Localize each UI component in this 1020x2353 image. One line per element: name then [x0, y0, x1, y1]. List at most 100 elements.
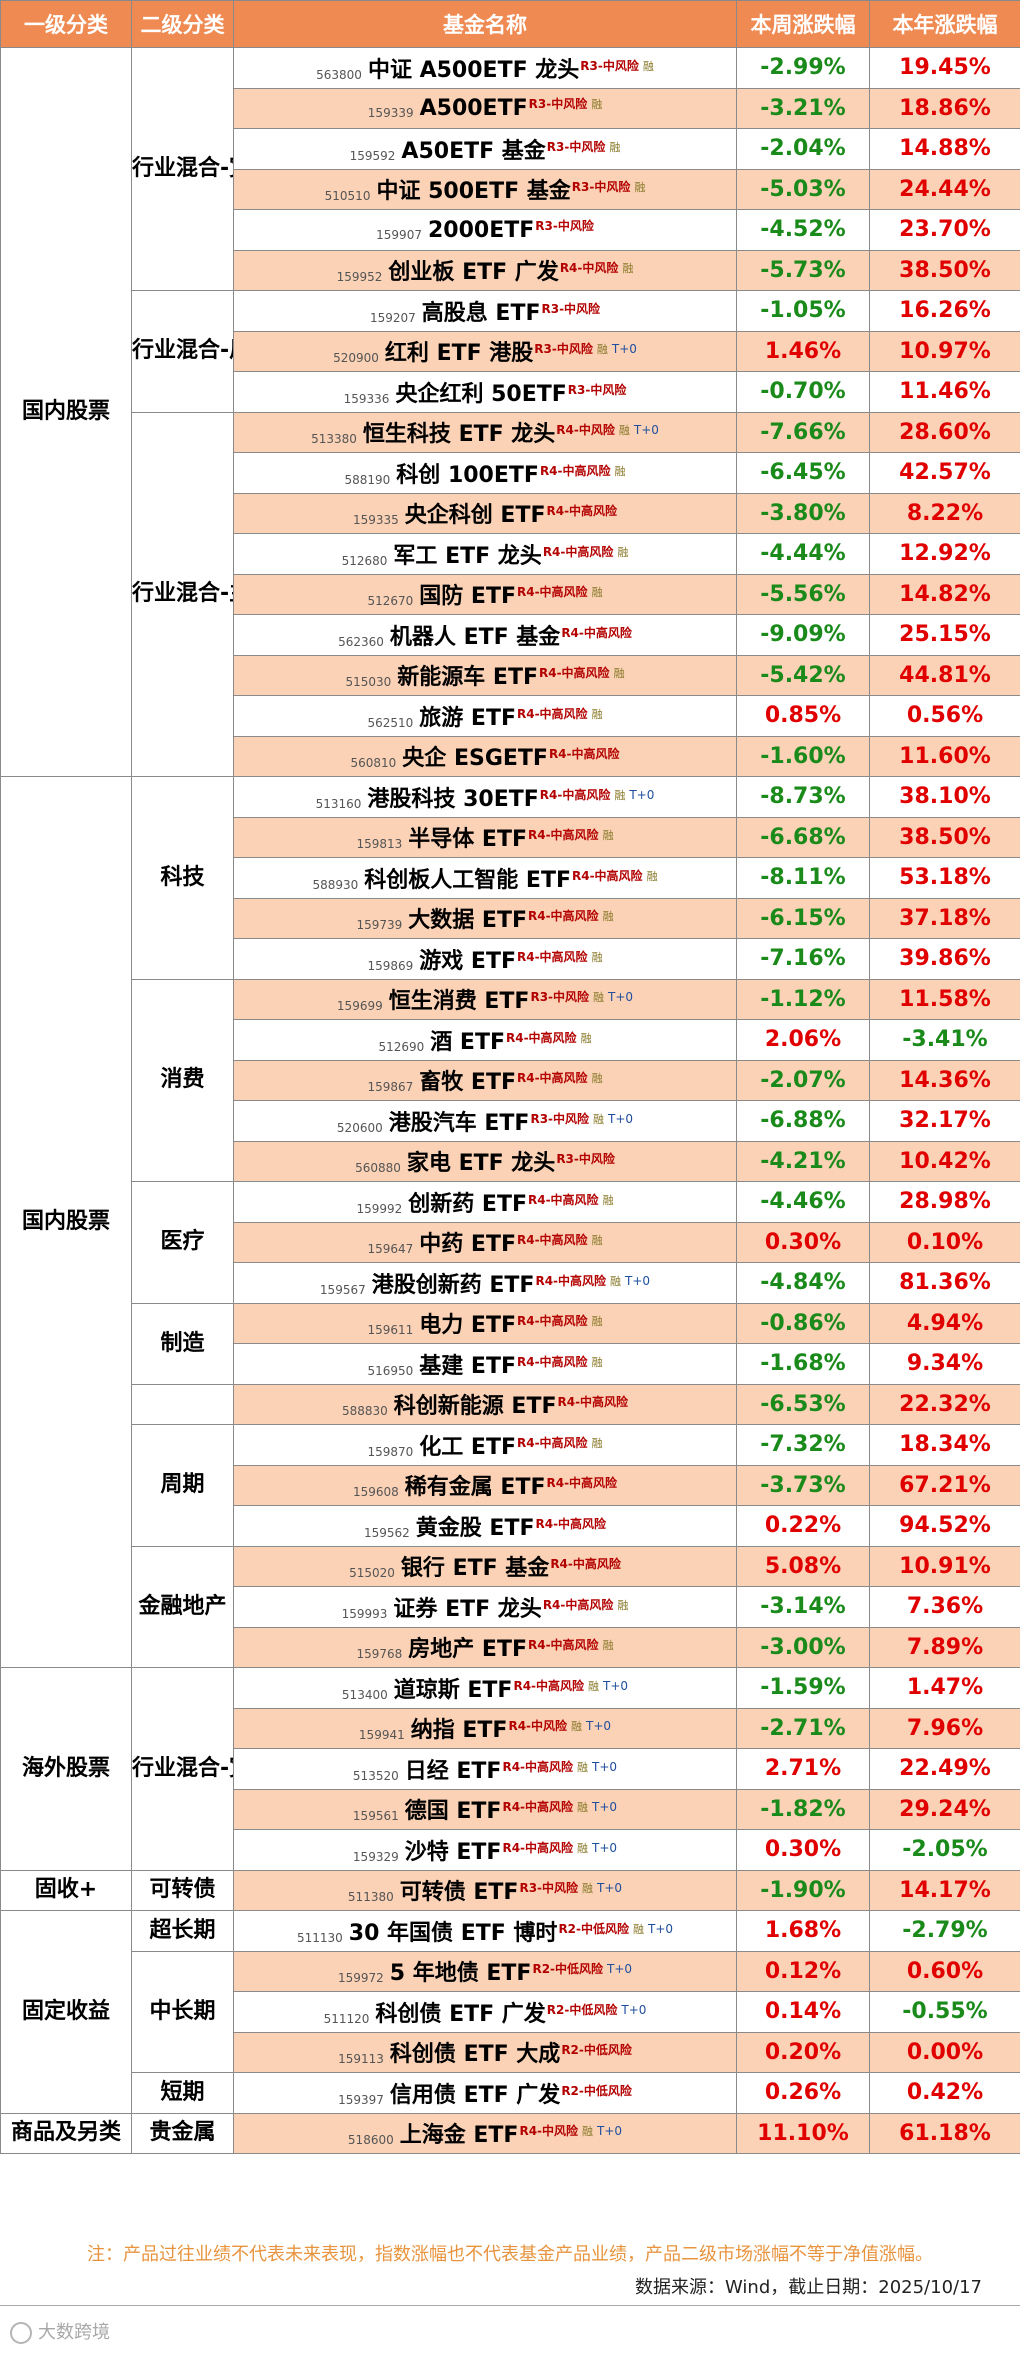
fund-name: 中证 500ETF 基金 [376, 179, 571, 205]
fund-name: 央企 ESGETF [402, 746, 548, 772]
table-row: 159336 央企红利 50ETFR3-中风险 -0.70% 11.46% [1, 371, 1020, 413]
header-level2: 二级分类 [131, 0, 234, 48]
weekly-change: -6.68% [736, 816, 870, 858]
fund-name-cell: 159739 大数据 ETFR4-中高风险融 [233, 897, 737, 939]
fund-name: 港股科技 30ETF [367, 786, 539, 812]
fund-label: 159952 创业板 ETF 广发R4-中风险融 [337, 254, 634, 286]
fund-name-cell: 560880 家电 ETF 龙头R3-中风险 [233, 1140, 737, 1182]
fund-name-cell: 510510 中证 500ETF 基金R3-中风险融 [233, 168, 737, 210]
table-row: 159647 中药 ETFR4-中高风险融 0.30% 0.10% [1, 1221, 1020, 1263]
table-row: 520900 红利 ETF 港股R3-中风险融 T+0 1.46% 10.97% [1, 330, 1020, 372]
fund-code: 159207 [369, 310, 416, 325]
fund-name: 创业板 ETF 广发 [388, 260, 559, 286]
fund-label: 159336 央企红利 50ETFR3-中风险 [344, 376, 627, 408]
ytd-change: 44.81% [869, 654, 1020, 696]
margin-trading-tag: 融 [591, 950, 603, 964]
weekly-change: 0.14% [736, 1991, 870, 2033]
risk-level-tag: R4-中高风险 [502, 1800, 574, 1815]
table-row: 制造 159611 电力 ETFR4-中高风险融 -0.86% 4.94% [1, 1302, 1020, 1385]
fund-name-cell: 159329 沙特 ETFR4-中高风险融 T+0 [233, 1829, 737, 1871]
risk-level-tag: R4-中高风险 [516, 949, 588, 964]
fund-code: 588830 [341, 1404, 388, 1419]
ytd-change: 94.52% [869, 1505, 1020, 1547]
ytd-change: 32.17% [869, 1100, 1020, 1142]
table-row: 515030 新能源车 ETFR4-中高风险融 -5.42% 44.81% [1, 654, 1020, 696]
fund-name: 沙特 ETF [404, 1839, 502, 1865]
fund-name: 道琼斯 ETF [393, 1677, 513, 1703]
header-ytd-change: 本年涨跌幅 [869, 0, 1020, 48]
fund-label: 520600 港股汽车 ETFR3-中风险融 T+0 [337, 1105, 633, 1137]
fund-code: 159592 [349, 148, 396, 163]
t0-trading-tag: T+0 [611, 342, 637, 357]
fund-name-cell: 159992 创新药 ETFR4-中高风险融 [233, 1181, 737, 1223]
fund-name: 科创板人工智能 ETF [364, 867, 571, 893]
level2-category: 行业混合-宽基 [131, 47, 234, 291]
t0-trading-tag: T+0 [629, 787, 655, 802]
fund-code: 588190 [344, 472, 391, 487]
table-row: 513520 日经 ETFR4-中高风险融 T+0 2.71% 22.49% [1, 1748, 1020, 1790]
fund-code: 159907 [376, 227, 422, 242]
fund-code: 562510 [367, 715, 414, 730]
fund-name: 5 年地债 ETF [389, 1961, 532, 1987]
risk-level-tag: R4-中风险 [556, 423, 615, 438]
t0-trading-tag: T+0 [592, 1759, 618, 1774]
fund-name-cell: 159647 中药 ETFR4-中高风险融 [233, 1221, 737, 1263]
risk-level-tag: R4-中高风险 [516, 1354, 588, 1369]
margin-trading-tag: 融 [591, 1436, 603, 1450]
fund-name: 德国 ETF [404, 1799, 502, 1825]
fund-label: 511130 30 年国债 ETF 博时R2-中低风险融 T+0 [297, 1915, 673, 1947]
t0-trading-tag: T+0 [648, 1921, 674, 1936]
fund-name: 半导体 ETF [408, 827, 527, 853]
weekly-change: -1.59% [736, 1667, 870, 1709]
fund-label: 159993 证券 ETF 龙头R4-中高风险融 [342, 1591, 629, 1623]
margin-trading-tag: 融 [577, 1760, 589, 1774]
disclaimer-note: 注：产品过往业绩不代表未来表现，指数涨幅也不代表基金产品业绩，产品二级市场涨幅不… [87, 2244, 933, 2265]
fund-code: 516950 [367, 1363, 414, 1378]
fund-label: 159207 高股息 ETFR3-中风险 [370, 295, 600, 327]
margin-trading-tag: 融 [613, 667, 625, 681]
fund-name-cell: 516950 基建 ETFR4-中高风险融 [233, 1343, 737, 1385]
table-row: 159869 游戏 ETFR4-中高风险融 -7.16% 39.86% [1, 938, 1020, 980]
table-row: 159561 德国 ETFR4-中高风险融 T+0 -1.82% 29.24% [1, 1788, 1020, 1830]
margin-trading-tag: 融 [596, 343, 608, 357]
margin-trading-tag: 融 [593, 991, 605, 1005]
risk-level-tag: R4-中高风险 [546, 504, 618, 519]
weekly-change: -5.73% [736, 249, 870, 291]
fund-label: 515020 银行 ETF 基金R4-中高风险 [349, 1550, 621, 1582]
risk-level-tag: R4-中高风险 [535, 1273, 607, 1288]
table-row: 520600 港股汽车 ETFR3-中风险融 T+0 -6.88% 32.17% [1, 1100, 1020, 1142]
margin-trading-tag: 融 [577, 1801, 589, 1815]
fund-code: 159647 [367, 1242, 414, 1257]
weekly-change: 1.68% [736, 1910, 870, 1952]
level1-category: 国内股票 [0, 776, 132, 1668]
fund-label: 159992 创新药 ETFR4-中高风险融 [356, 1186, 613, 1218]
fund-name: 大数据 ETF [408, 908, 527, 934]
ytd-change: -3.41% [869, 1019, 1020, 1061]
table-row: 159813 半导体 ETFR4-中高风险融 -6.68% 38.50% [1, 816, 1020, 858]
ytd-change: 28.60% [869, 411, 1020, 453]
fund-name-cell: 511120 科创债 ETF 广发R2-中低风险 T+0 [233, 1991, 737, 2033]
fund-code: 520600 [336, 1120, 383, 1135]
risk-level-tag: R4-中高风险 [516, 1435, 588, 1450]
fund-label: 520900 红利 ETF 港股R3-中风险融 T+0 [333, 335, 637, 367]
level2-category: 制造 [131, 1302, 234, 1385]
level1-category: 固收+ [0, 1869, 132, 1911]
ytd-change: 11.46% [869, 371, 1020, 413]
fund-code: 562360 [338, 634, 384, 649]
weekly-change: -6.45% [736, 452, 870, 494]
fund-label: 159870 化工 ETFR4-中高风险融 [367, 1429, 602, 1461]
ytd-change: 16.26% [869, 290, 1020, 332]
fund-code: 511130 [296, 1930, 343, 1945]
table-row: 159867 畜牧 ETFR4-中高风险融 -2.07% 14.36% [1, 1059, 1020, 1101]
ytd-change: 38.50% [869, 249, 1020, 291]
ytd-change: 22.49% [869, 1748, 1020, 1790]
risk-level-tag: R3-中风险 [567, 382, 627, 397]
margin-trading-tag: 融 [591, 1355, 603, 1369]
weekly-change: -6.88% [736, 1100, 870, 1142]
fund-name-cell: 515020 银行 ETF 基金R4-中高风险 [233, 1545, 737, 1587]
brand-logo-text: 大数跨境 [38, 2322, 110, 2343]
fund-label: 159335 央企科创 ETFR4-中高风险 [353, 497, 617, 529]
table-row: 588930 科创板人工智能 ETFR4-中高风险融 -8.11% 53.18% [1, 857, 1020, 899]
data-source: 数据来源：Wind，截止日期：2025/10/17 [635, 2277, 982, 2298]
